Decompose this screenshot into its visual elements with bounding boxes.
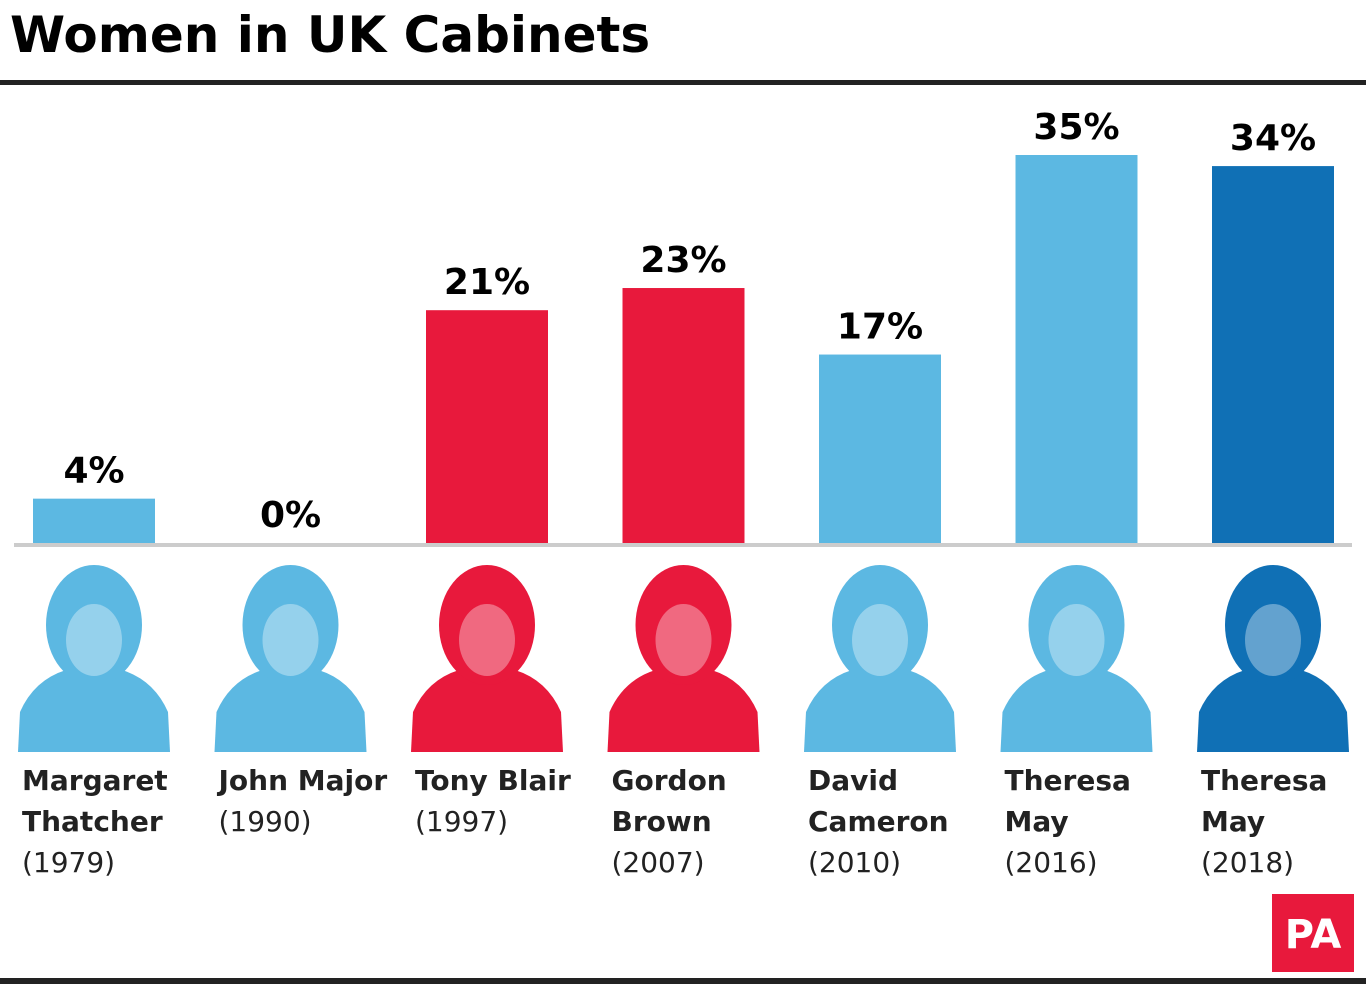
chart-title: Women in UK Cabinets xyxy=(10,6,650,64)
portrait-face xyxy=(459,604,515,676)
bar xyxy=(426,310,548,543)
portrait-head xyxy=(635,565,732,685)
portrait xyxy=(1000,670,1153,752)
bar xyxy=(622,288,745,543)
category-label: Gordon Brown (2007) xyxy=(612,760,790,883)
logo-box xyxy=(1272,894,1354,972)
value-label: 35% xyxy=(1033,107,1119,148)
category-label: Tony Blair (1997) xyxy=(415,760,593,842)
year: (2018) xyxy=(1201,846,1295,879)
name: Theresa May xyxy=(1201,764,1328,838)
year: (2016) xyxy=(1004,846,1098,879)
portrait-face xyxy=(1048,604,1105,676)
value-label: 17% xyxy=(837,307,923,348)
portrait xyxy=(411,670,563,752)
year: (1997) xyxy=(415,805,509,838)
portrait xyxy=(804,670,956,752)
category-label: John Major (1990) xyxy=(219,760,397,842)
portrait-head xyxy=(832,565,928,685)
name: John Major xyxy=(218,764,388,797)
portrait-face xyxy=(1245,604,1301,676)
category-label: Theresa May (2016) xyxy=(1005,760,1183,883)
portrait xyxy=(607,670,760,752)
name: Gordon Brown xyxy=(611,764,727,838)
name: David Cameron xyxy=(808,764,949,838)
bar xyxy=(1212,166,1334,544)
category-label: Margaret Thatcher (1979) xyxy=(22,760,200,883)
category-label: David Cameron (2010) xyxy=(808,760,986,883)
year: (1990) xyxy=(218,805,312,838)
value-label: 34% xyxy=(1230,118,1316,159)
name: Tony Blair xyxy=(415,764,571,797)
bar xyxy=(33,498,155,543)
portrait-head xyxy=(1225,565,1321,685)
portrait-face xyxy=(66,604,122,676)
top-rule xyxy=(0,80,1366,85)
bottom-rule xyxy=(0,978,1366,984)
bar xyxy=(1015,155,1138,543)
year: (2007) xyxy=(611,846,705,879)
portrait xyxy=(214,670,367,752)
category-label: Theresa May (2018) xyxy=(1201,760,1366,883)
value-label: 23% xyxy=(640,240,726,281)
bar xyxy=(819,354,941,543)
portrait-face xyxy=(655,604,712,676)
portrait-head xyxy=(1028,565,1125,685)
logo: PA xyxy=(1285,912,1342,958)
portrait xyxy=(18,670,170,752)
name: Theresa May xyxy=(1004,764,1131,838)
portrait-head xyxy=(439,565,535,685)
value-label: 4% xyxy=(63,451,124,492)
portrait-face xyxy=(852,604,908,676)
year: (2010) xyxy=(808,846,902,879)
portrait-head xyxy=(242,565,339,685)
value-label: 21% xyxy=(444,262,530,303)
value-label: 0% xyxy=(260,495,321,536)
portrait-face xyxy=(262,604,319,676)
portrait-head xyxy=(46,565,142,685)
name: Margaret Thatcher xyxy=(22,764,168,838)
year: (1979) xyxy=(22,846,116,879)
portrait xyxy=(1197,670,1349,752)
